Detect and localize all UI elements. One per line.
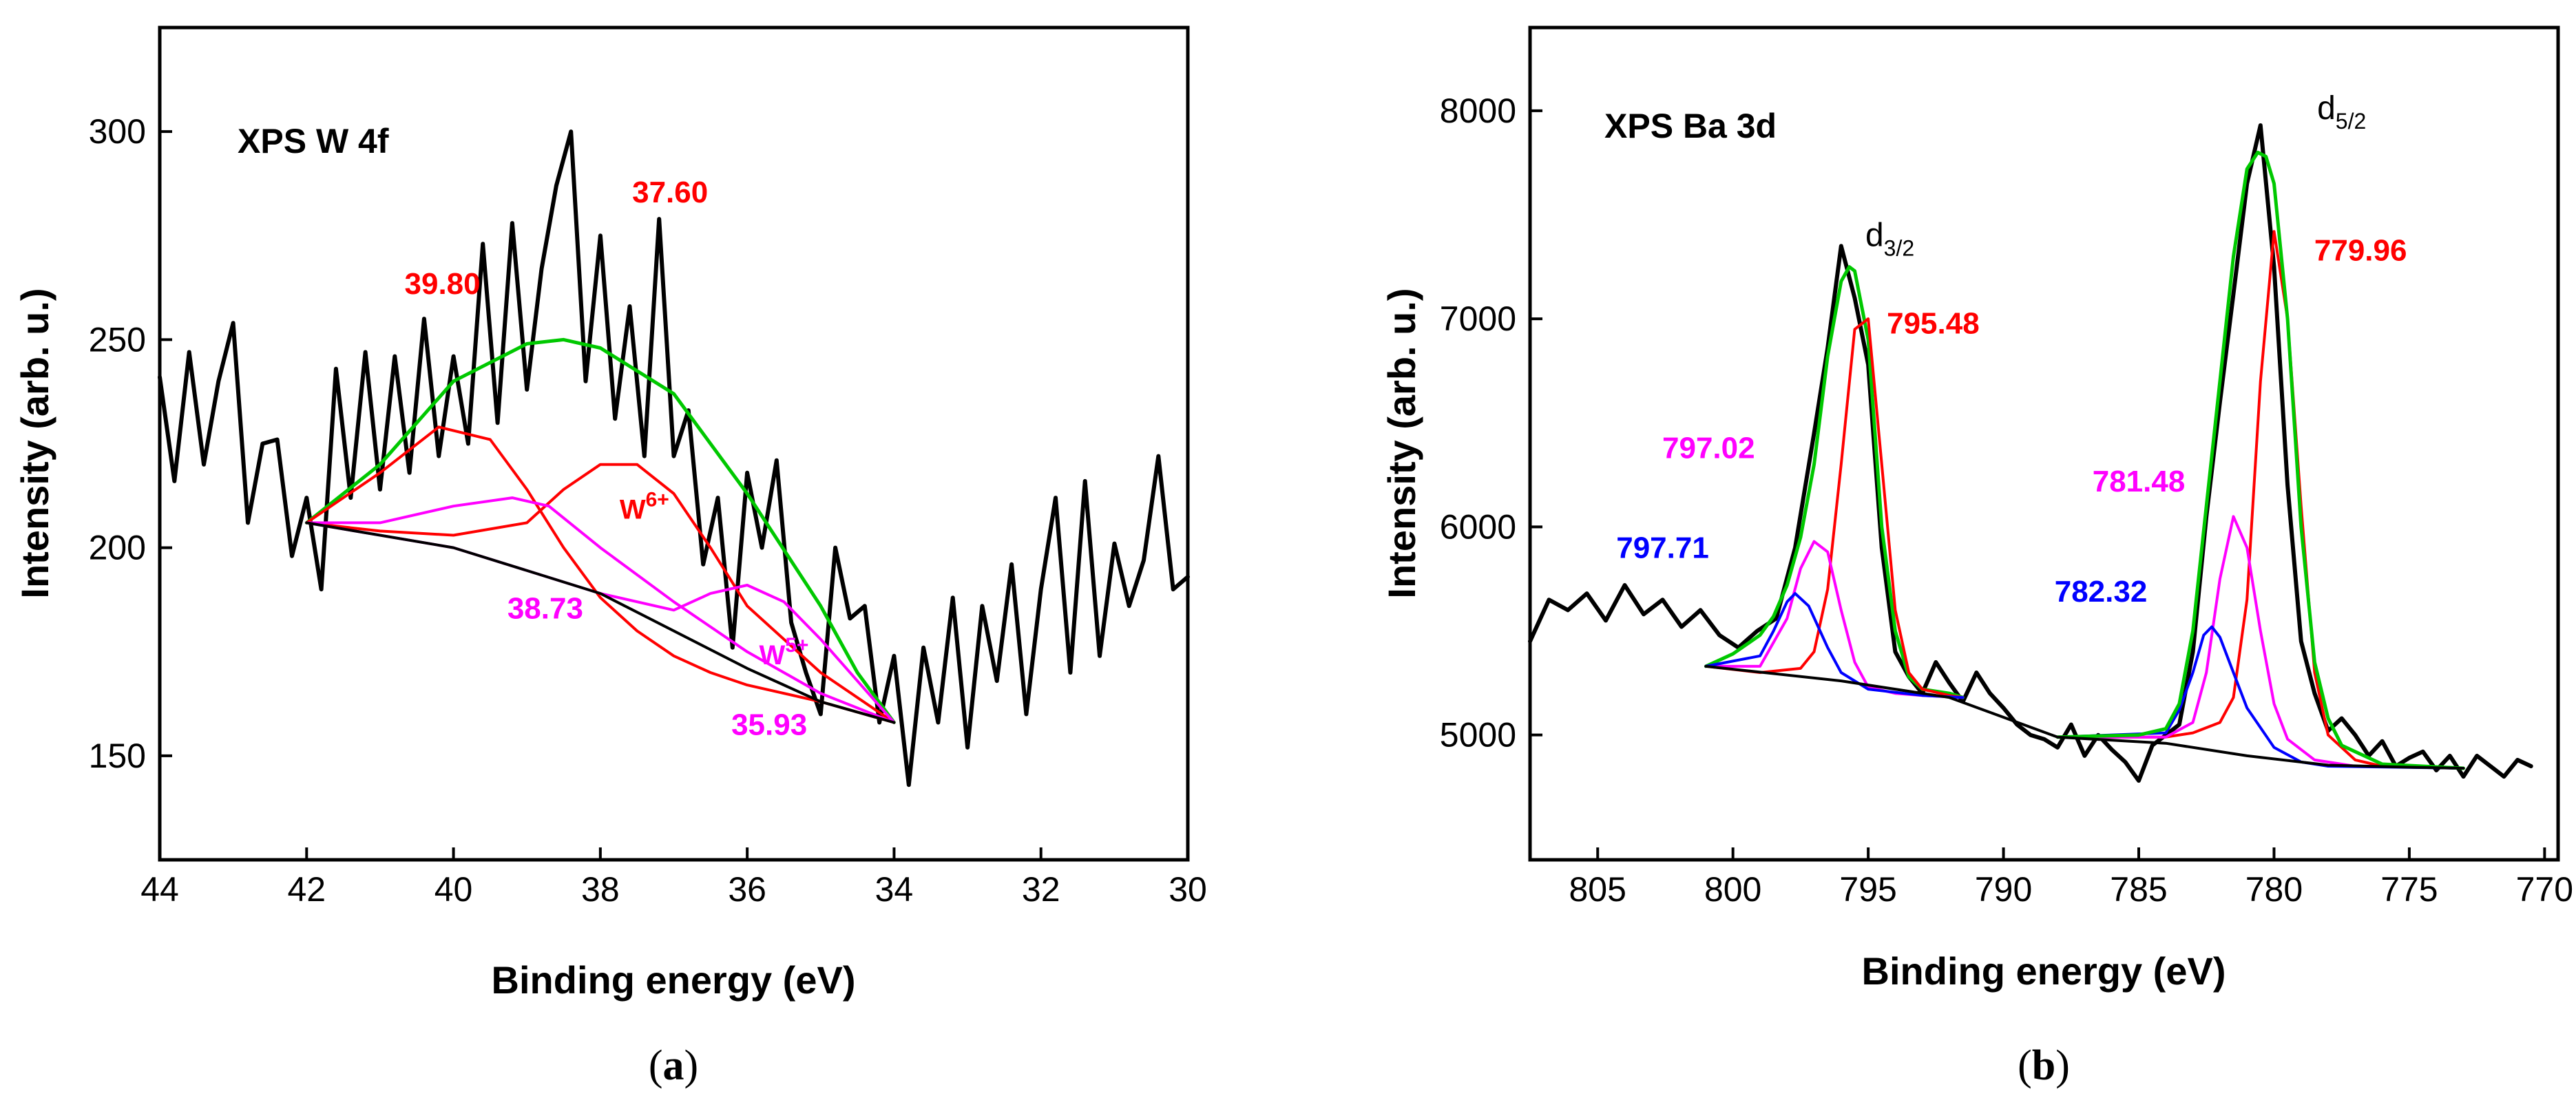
label-subscript: 3/2 [1884,235,1914,260]
panel-b-peak-label: 782.32 [2055,575,2148,609]
panel-b-x-tick-label: 790 [1975,870,2032,909]
panel-a-peak-label: 39.80 [405,267,481,301]
panel-b-y-tick-label: 8000 [1440,92,1516,130]
panel-a-series-raw [158,129,1190,788]
panel-b-x-tick-label: 785 [2110,870,2167,909]
label-base: W [620,494,646,525]
panel-a-component-label: W6+ [620,488,669,525]
panel-a-series [158,129,1190,788]
panel-b-caption: (b) [2018,1042,2070,1089]
panel-b-x-tick-label: 770 [2516,870,2573,909]
label-base: W [759,640,785,671]
panel-b-y-tick-label: 5000 [1440,716,1516,754]
panel-a-title: XPS W 4f [238,122,389,160]
panel-b-y-tick-label: 7000 [1440,299,1516,338]
label-subscript: 5/2 [2336,109,2366,134]
panel-b-series-raw [1528,123,2533,783]
panel-a-x-tick-label: 32 [1022,870,1060,909]
panel-b-component-label: d5/2 [2317,90,2366,134]
label-superscript: 6+ [646,488,669,511]
panel-a-series-w5-4f7-2-38-73 [305,496,896,724]
panel-a-series-background [305,521,896,724]
panel-b-series-ba-3d3-2-797-71 [1704,592,1965,699]
panel-b-x-tick-label: 800 [1704,870,1761,909]
panel-b-x-tick-label: 795 [1839,870,1896,909]
label-base: d [1865,217,1884,253]
panel-a-ticks: 44 42 40 38 36 34 32 30 150 200 250 300 [89,112,1207,909]
panel-a-x-axis-label: Binding energy (eV) [492,958,856,1002]
panel-a-y-axis-label: Intensity (arb. u.) [13,288,56,598]
panel-b-title: XPS Ba 3d [1604,107,1777,145]
panel-a-x-tick-label: 30 [1169,870,1207,909]
panel-b-series-background [1704,664,2465,770]
panel-b-annotations: 795.48797.02797.71779.96781.48782.32d3/2… [1616,90,2407,609]
panel-b-x-tick-label: 775 [2380,870,2438,909]
panel-b-series-ba-3d3-2-795-48 [1704,317,1965,699]
panel-a-x-tick-label: 42 [287,870,326,909]
panel-a-x-tick-label: 34 [875,870,914,909]
panel-a-x-tick-label: 36 [728,870,766,909]
panel-a-series-w5-4f5-2-35-93 [305,521,896,724]
panel-a-y-tick-label: 250 [89,320,146,359]
panel-b-peak-label: 797.02 [1662,432,1755,465]
panel-b-caption-letter: b [2032,1042,2055,1089]
panel-b-peak-label: 795.48 [1887,306,1980,340]
panel-b-series-envelope [1704,265,1965,699]
panel-b-y-tick-label: 6000 [1440,507,1516,546]
panel-a-series-w6-4f7-2-39-80 [305,425,896,724]
panel-b-peak-label: 781.48 [2093,465,2186,498]
panel-a-y-tick-label: 300 [89,112,146,151]
panel-a-peak-label: 38.73 [507,591,583,625]
panel-a-peak-label: 37.60 [632,176,708,209]
panel-b-series-ba-3d3-2-797-02 [1704,540,1965,699]
panel-b-series-envelope [2055,150,2465,770]
panel-a-y-tick-label: 150 [89,737,146,775]
panel-a-peak-label: 35.93 [731,708,807,742]
panel-b-ticks: 805 800 795 790 785 780 775 770 5000 6000 7000 8000 [1440,92,2573,909]
panel-a-series-w6-4f5-2-37-60 [305,463,896,724]
panel-b-peak-label: 797.71 [1616,531,1709,565]
panel-a-x-tick-label: 40 [434,870,473,909]
panel-a: 44 42 40 38 36 34 32 30 150 200 250 300 39.80 37.60 3… [13,25,1207,1089]
label-base: d [2317,90,2336,127]
panel-b-x-axis-label: Binding energy (eV) [1862,949,2226,993]
panel-a-caption: (a) [649,1042,698,1089]
panel-b-x-tick-label: 805 [1569,870,1626,909]
panel-b-series [1528,123,2533,783]
panel-b: 805 800 795 790 785 780 775 770 5000 6000 7000 8000… [1380,25,2573,1089]
panel-b-x-tick-label: 780 [2245,870,2303,909]
panel-b-y-axis-label: Intensity (arb. u.) [1380,288,1423,598]
panel-a-caption-letter: a [663,1042,684,1089]
panel-b-peak-label: 779.96 [2314,234,2407,268]
panel-a-x-tick-label: 38 [581,870,620,909]
panel-a-y-tick-label: 200 [89,529,146,567]
panel-b-plot-frame [1528,25,2560,862]
panel-a-component-label: W5+ [759,634,808,671]
panel-b-component-label: d3/2 [1865,217,1914,260]
panel-b-series-ba-3d5-2-782-32 [2056,625,2465,770]
panel-b-series-ba-3d5-2-781-48 [2056,515,2465,770]
label-superscript: 5+ [785,634,808,657]
panel-a-series-envelope [304,337,896,724]
panel-b-series-ba-3d5-2-779-96 [2056,230,2465,770]
panel-a-plot-frame [158,25,1190,862]
panel-a-x-tick-label: 44 [140,870,179,909]
